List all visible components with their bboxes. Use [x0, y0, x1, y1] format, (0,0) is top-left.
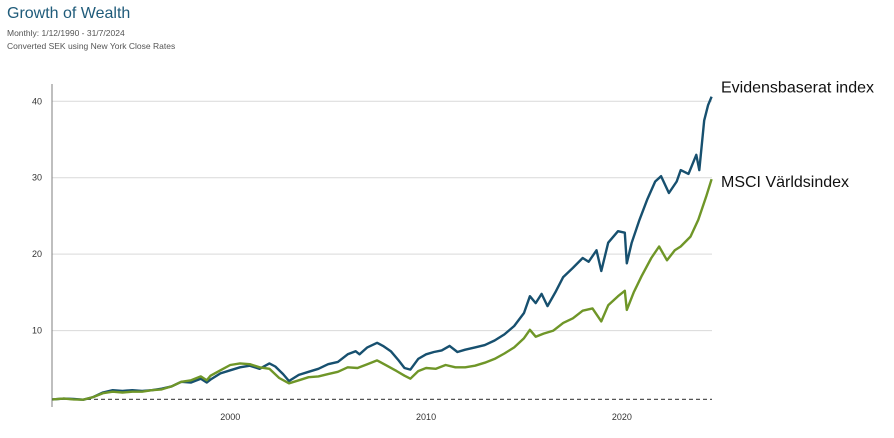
y-axis: 10 20 30 40	[32, 84, 53, 407]
y-tick-label-30: 30	[32, 173, 42, 183]
grid-lines	[52, 100, 712, 332]
chart-currency-note: Converted SEK using New York Close Rates	[7, 41, 176, 51]
x-tick-label-2020: 2020	[612, 412, 632, 422]
series-label-0: Evidensbaserat index	[721, 80, 874, 97]
x-tick-label-2010: 2010	[416, 412, 436, 422]
x-axis: 2000 2010 2020	[52, 398, 712, 422]
series-line-0	[52, 96, 713, 401]
series-lines	[52, 96, 713, 401]
series-labels: Evidensbaserat index MSCI Världsindex	[721, 80, 874, 192]
chart-period: Monthly: 1/12/1990 - 31/7/2024	[7, 28, 125, 38]
series-line-1	[52, 178, 713, 401]
chart-title: Growth of Wealth	[7, 5, 131, 22]
y-tick-label-10: 10	[32, 326, 42, 336]
y-tick-label-40: 40	[32, 96, 42, 106]
series-label-1: MSCI Världsindex	[721, 174, 849, 191]
y-tick-label-20: 20	[32, 249, 42, 259]
x-tick-label-2000: 2000	[220, 412, 240, 422]
